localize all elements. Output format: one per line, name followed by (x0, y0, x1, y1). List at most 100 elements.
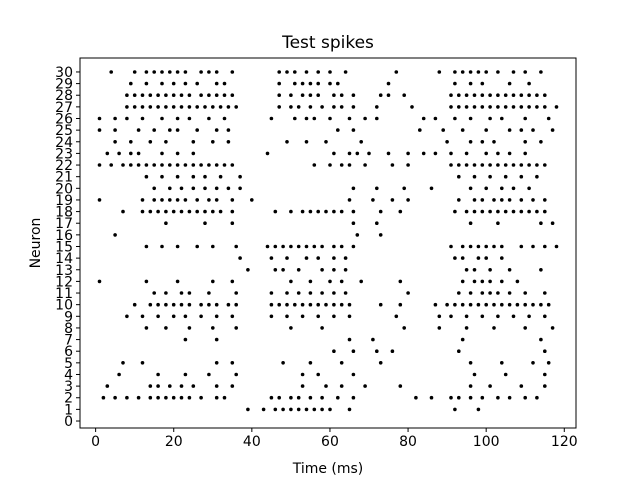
spike-point (324, 209, 328, 214)
y-tick-label: 14 (55, 251, 73, 267)
spike-point (211, 140, 215, 144)
spike-point (191, 151, 196, 156)
spike-point (480, 140, 485, 144)
spike-point (500, 256, 504, 260)
y-tick-label: 29 (55, 77, 73, 93)
spike-point (386, 93, 391, 97)
spike-point (214, 128, 219, 132)
spike-point (332, 151, 336, 156)
spike-point (320, 395, 324, 400)
spike-point (203, 105, 207, 109)
y-tick-label: 17 (55, 216, 73, 232)
spike-point (164, 93, 168, 97)
spike-point (160, 151, 164, 156)
spike-point (543, 372, 547, 377)
spike-point (535, 174, 539, 179)
spike-point (378, 93, 383, 97)
spike-point (390, 163, 395, 167)
spike-point (507, 151, 512, 156)
spike-point (535, 395, 539, 400)
spike-point (296, 291, 301, 295)
spike-point (402, 186, 407, 191)
spike-point (148, 395, 153, 400)
spike-point (445, 140, 449, 144)
spike-point (363, 116, 367, 121)
spike-point (160, 198, 164, 202)
spike-point (222, 163, 227, 167)
spike-point (328, 407, 332, 412)
spike-point (226, 140, 231, 144)
spike-point (289, 209, 293, 214)
spike-point (199, 314, 203, 319)
spike-point (523, 395, 527, 400)
spike-point (281, 268, 285, 272)
spike-point (289, 279, 293, 284)
spike-point (300, 302, 305, 307)
spike-point (523, 291, 527, 295)
spike-point (535, 93, 539, 97)
spike-point (156, 314, 160, 319)
spike-point (503, 209, 508, 214)
spike-point (437, 70, 442, 74)
spike-point (207, 93, 211, 97)
spike-point (433, 116, 438, 121)
spike-point (226, 302, 231, 307)
spike-point (496, 221, 500, 225)
spike-point (113, 116, 117, 121)
spike-point (152, 70, 156, 74)
spike-point (277, 395, 282, 400)
spike-point (543, 291, 547, 295)
spike-point (543, 209, 547, 214)
spike-point (453, 302, 457, 307)
spike-point (343, 268, 348, 272)
spike-point (433, 151, 438, 156)
spike-point (191, 174, 196, 179)
spike-point (132, 105, 137, 109)
spike-point (234, 326, 238, 330)
spike-point (164, 302, 168, 307)
spike-point (121, 209, 125, 214)
spike-point (328, 116, 332, 121)
spike-point (195, 105, 199, 109)
spike-point (488, 93, 492, 97)
spike-point (543, 314, 547, 319)
spike-point (214, 302, 219, 307)
spike-point (203, 209, 207, 214)
spike-point (492, 140, 496, 144)
spike-point (269, 116, 274, 121)
spike-point (503, 174, 508, 179)
spike-point (351, 244, 356, 249)
spike-point (328, 279, 332, 284)
spike-point (531, 198, 535, 202)
spike-point (125, 116, 129, 121)
spike-point (179, 209, 184, 214)
spike-point (222, 81, 227, 86)
spike-point (179, 384, 184, 388)
spike-point (472, 372, 477, 377)
spike-point (187, 93, 192, 97)
spike-point (496, 209, 500, 214)
spike-point (230, 384, 235, 388)
spike-point (121, 361, 125, 365)
spike-point (144, 174, 149, 179)
spike-point (320, 291, 324, 295)
spike-point (152, 163, 156, 167)
spike-point (187, 326, 192, 330)
spike-point (500, 116, 504, 121)
spike-point (230, 93, 235, 97)
spike-point (460, 128, 465, 132)
spike-point (316, 70, 321, 74)
spike-point (472, 279, 477, 284)
spike-point (519, 209, 524, 214)
spike-point (543, 163, 547, 167)
spike-point (199, 395, 203, 400)
spike-point (230, 70, 235, 74)
spike-point (347, 302, 352, 307)
spike-point (144, 163, 149, 167)
spike-point (171, 302, 176, 307)
spike-point (320, 105, 324, 109)
spike-point (316, 93, 321, 97)
spike-point (277, 302, 282, 307)
spike-point (168, 186, 172, 191)
spike-point (523, 140, 527, 144)
